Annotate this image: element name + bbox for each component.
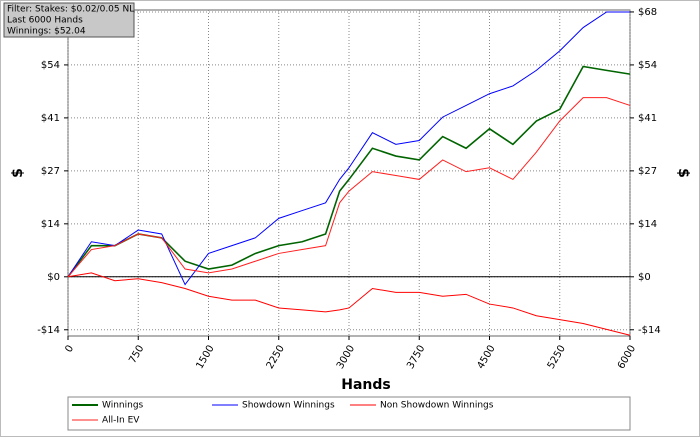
- y-tick-label: -$14: [37, 325, 60, 336]
- y2-tick-label: $41: [638, 113, 657, 124]
- series-line: [67, 97, 631, 278]
- y2-tick-label: $0: [638, 272, 651, 283]
- legend-label: All-In EV: [102, 416, 140, 426]
- y-tick-label: $54: [41, 60, 60, 71]
- y-tick-label: $41: [41, 113, 60, 124]
- y2-tick-label: $14: [638, 219, 657, 230]
- x-tick-label: 0: [63, 344, 76, 355]
- y2-tick-label: $27: [638, 166, 657, 177]
- series-line: [67, 272, 631, 336]
- y2-tick-label: $54: [638, 60, 657, 71]
- y2-axis-label: $: [675, 168, 691, 178]
- info-text: Filter: Stakes: $0.02/0.05 NL: [7, 5, 134, 15]
- legend-label: Showdown Winnings: [242, 401, 335, 411]
- info-box: [3, 2, 135, 38]
- y-tick-label: $0: [47, 272, 60, 283]
- y2-tick-label: $68: [638, 7, 657, 18]
- y-tick-label: $14: [41, 219, 60, 230]
- y-axis-label: $: [10, 168, 26, 178]
- x-axis-label: Hands: [341, 377, 391, 393]
- legend-label: Non Showdown Winnings: [380, 401, 494, 411]
- info-text: Winnings: $52.04: [7, 27, 86, 37]
- legend-label: Winnings: [102, 401, 144, 411]
- info-text: Last 6000 Hands: [7, 16, 83, 26]
- y2-tick-label: -$14: [638, 325, 661, 336]
- legend-box: [67, 396, 631, 431]
- y-tick-label: $27: [41, 166, 60, 177]
